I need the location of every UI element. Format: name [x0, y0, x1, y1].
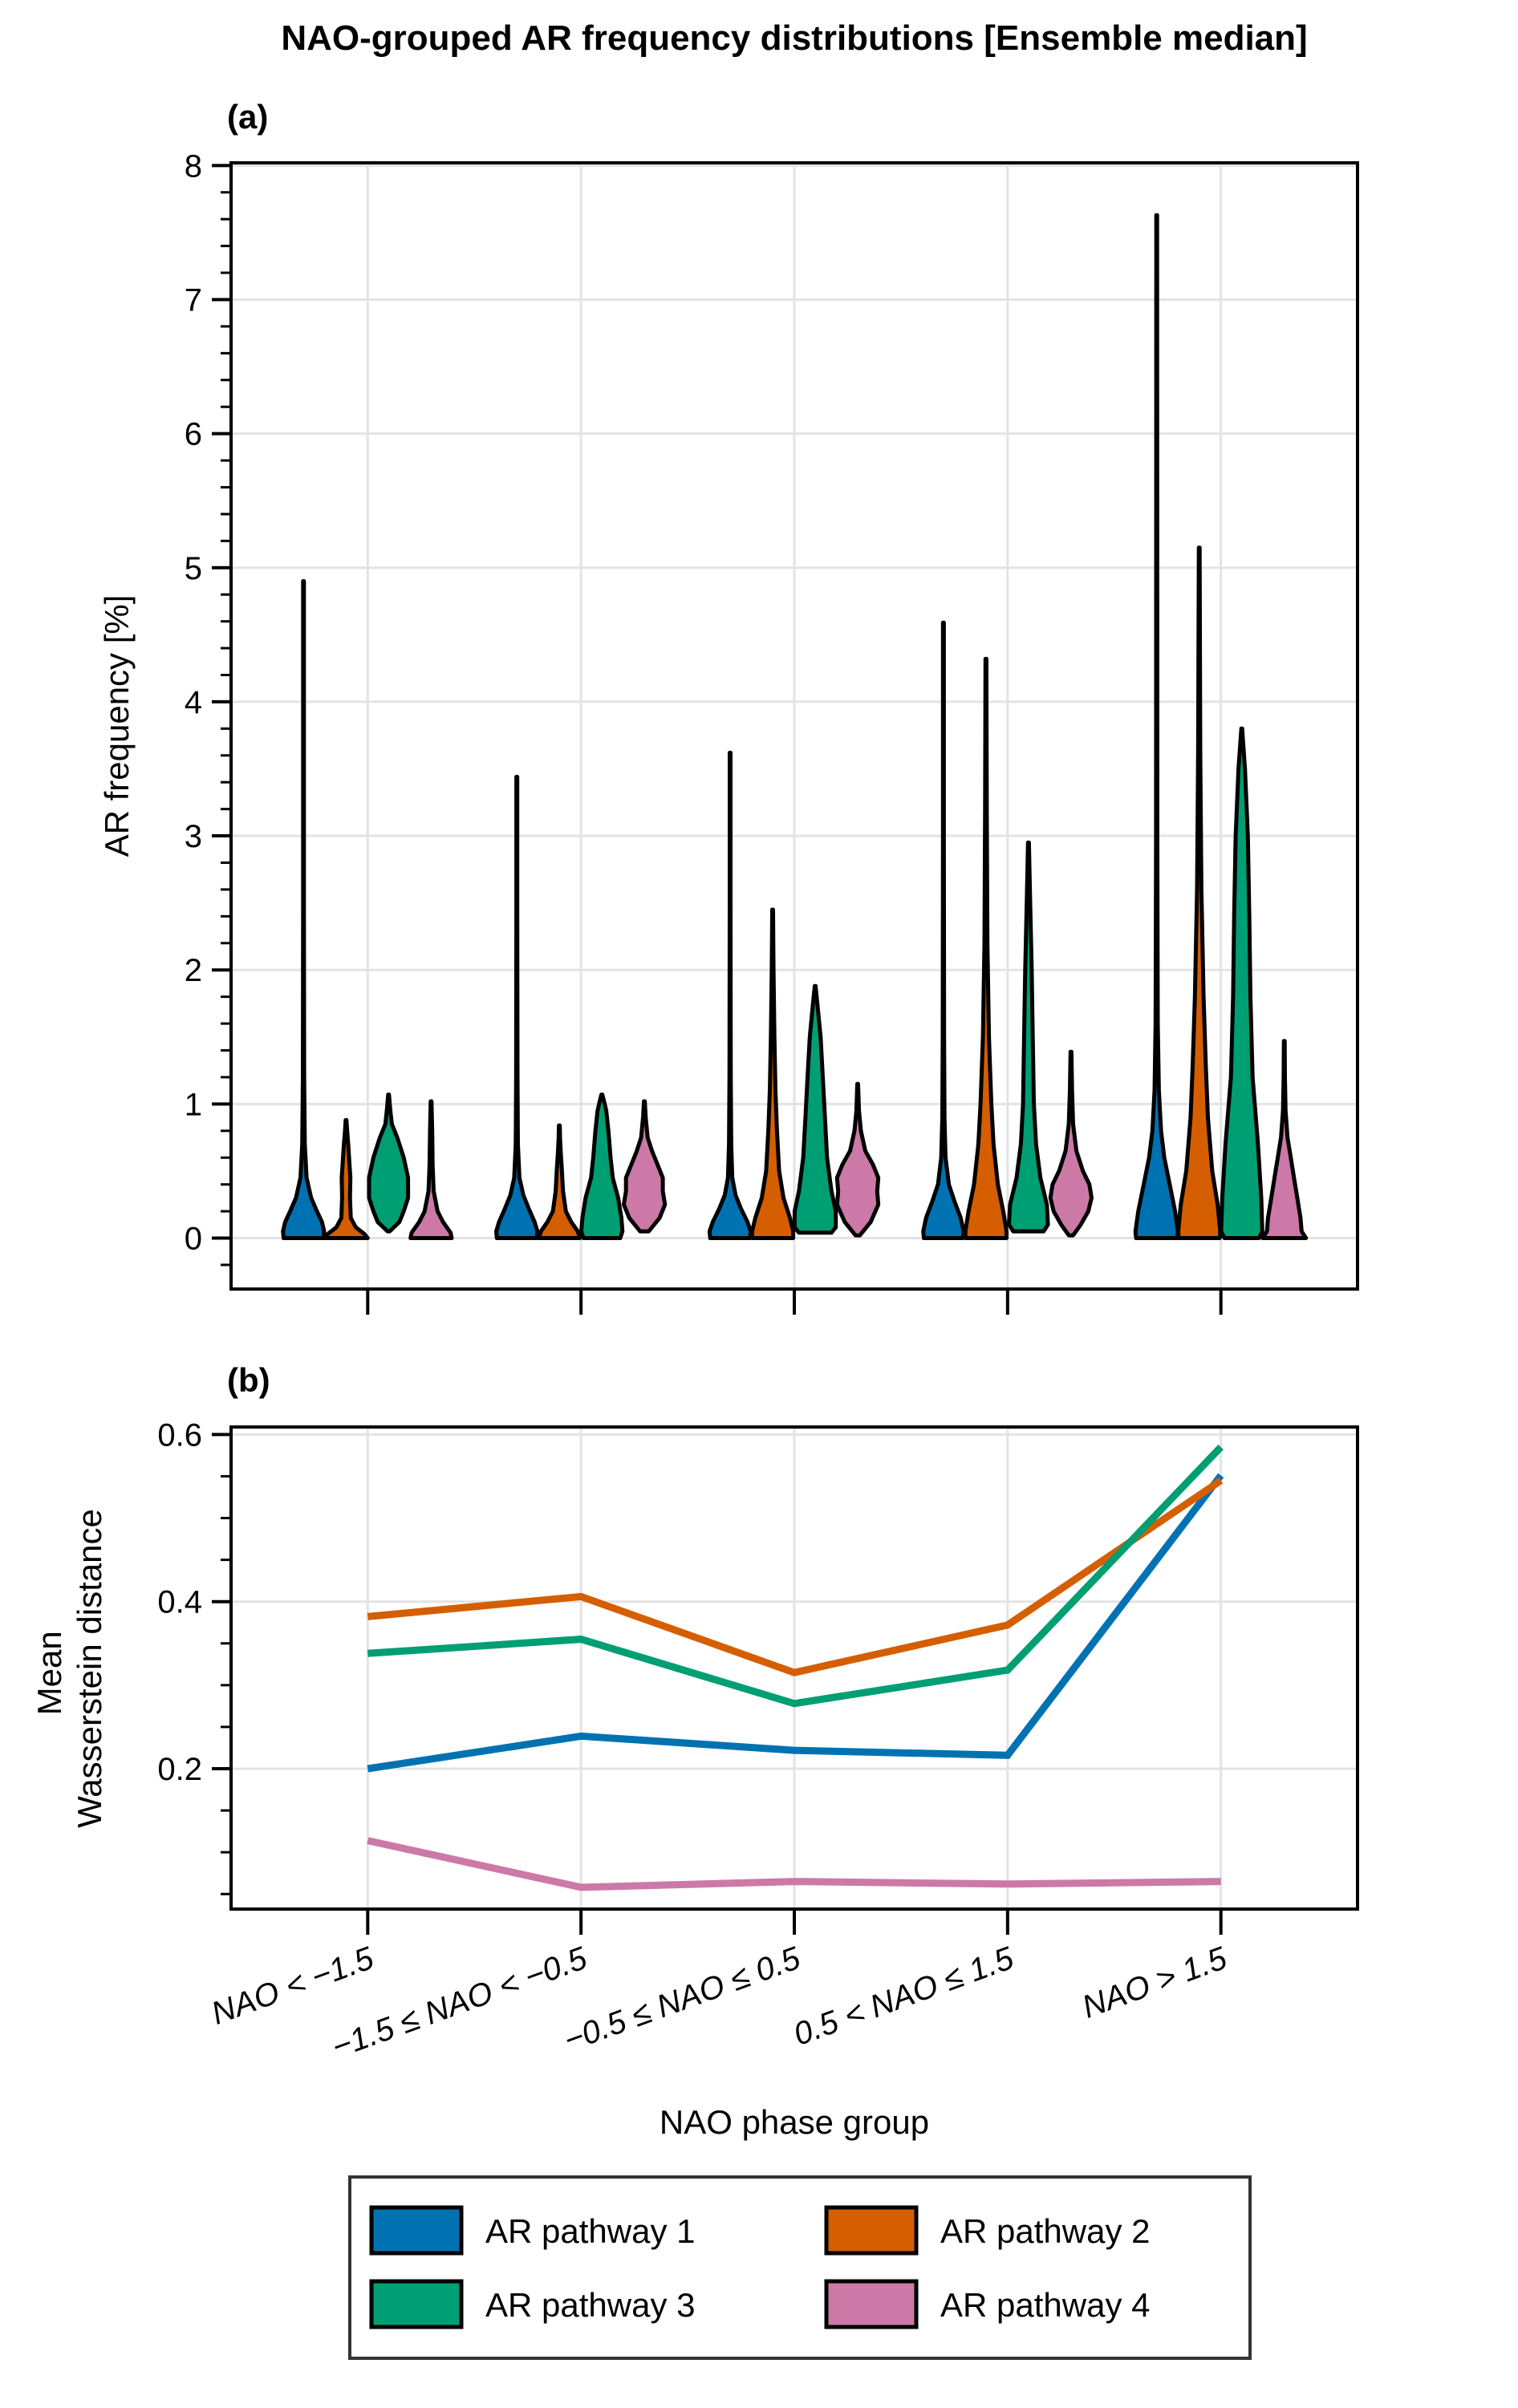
violin-4-group-2 — [622, 1099, 668, 1234]
panel-b-lines — [367, 1444, 1224, 1891]
panel-a: (a) 0 1 2 3 4 5 6 7 8 AR frequency [%] — [98, 98, 1359, 1315]
panel-b-y-tick-label: 0.4 — [157, 1585, 202, 1620]
violin-1-group-1 — [281, 579, 327, 1240]
violin-1-group-4 — [921, 620, 966, 1240]
panel-a-y-tick-label: 8 — [185, 148, 202, 184]
line-ar-pathway-2 — [367, 1477, 1224, 1676]
violin-3-group-2 — [579, 1093, 625, 1240]
panel-a-label: (a) — [227, 98, 268, 136]
violin-2-group-5 — [1176, 545, 1223, 1240]
panel-b-x-ticks — [366, 1909, 1223, 1935]
panel-b-y-tick-label: 0.2 — [157, 1752, 202, 1787]
panel-b-x-tick-label: NAO < −1.5 — [207, 1940, 379, 2032]
violin-4-group-5 — [1260, 1039, 1309, 1240]
line-ar-pathway-1 — [367, 1473, 1224, 1773]
violin-1-group-2 — [494, 775, 540, 1240]
line-ar-pathway-4 — [367, 1837, 1221, 1891]
panel-b-y-axis-label: Mean Wasserstein distance — [30, 1509, 108, 1828]
panel-a-y-tick-label: 2 — [185, 953, 202, 988]
panel-a-y-tick-label: 1 — [185, 1087, 202, 1122]
panel-a-grid — [231, 163, 1358, 1289]
violin-4-group-3 — [834, 1081, 881, 1238]
panel-a-y-tick-label: 7 — [185, 282, 202, 318]
panel-b-label: (b) — [227, 1361, 270, 1399]
legend-swatch-ar-pathway-1 — [369, 2205, 464, 2256]
legend-swatch-ar-pathway-3 — [369, 2279, 464, 2329]
violin-3-group-5 — [1219, 726, 1264, 1240]
figure-title: NAO-grouped AR frequency distributions [… — [281, 18, 1307, 58]
panel-b-y-ticks: 0.2 0.4 0.6 — [157, 1417, 231, 1895]
legend-label-ar-pathway-4: AR pathway 4 — [940, 2286, 1150, 2324]
violin-1-group-3 — [707, 750, 753, 1240]
panel-b-y-tick-label: 0.6 — [157, 1417, 202, 1453]
panel-b-y-axis-label-line-1: Mean — [30, 1631, 68, 1715]
violin-2-group-2 — [537, 1123, 582, 1240]
violin-2-group-4 — [963, 656, 1009, 1240]
legend: AR pathway 1 AR pathway 2 AR pathway 3 AR p… — [348, 2175, 1252, 2360]
legend-label-ar-pathway-3: AR pathway 3 — [485, 2286, 695, 2324]
violin-4-group-1 — [408, 1099, 454, 1240]
legend-label-ar-pathway-2: AR pathway 2 — [940, 2212, 1150, 2250]
panel-a-x-ticks — [366, 1289, 1223, 1315]
panel-b-x-tick-label: NAO > 1.5 — [1078, 1940, 1232, 2025]
legend-swatch-ar-pathway-4 — [824, 2279, 919, 2329]
violin-4-group-4 — [1048, 1049, 1094, 1238]
violin-3-group-1 — [367, 1093, 411, 1234]
legend-label-ar-pathway-1: AR pathway 1 — [485, 2212, 695, 2250]
panel-b-y-axis-label-line-2: Wasserstein distance — [71, 1509, 108, 1828]
panel-b-x-tick-label: −0.5 ≤ NAO ≤ 0.5 — [559, 1940, 806, 2058]
panel-a-y-tick-label: 3 — [185, 819, 202, 854]
legend-frame — [348, 2175, 1252, 2360]
violin-3-group-4 — [1007, 840, 1050, 1234]
panel-b-grid — [231, 1427, 1358, 1909]
line-ar-pathway-3 — [367, 1444, 1224, 1708]
panel-a-y-tick-label: 5 — [185, 551, 202, 586]
panel-b-x-tick-label: 0.5 < NAO ≤ 1.5 — [789, 1940, 1019, 2053]
panel-a-violins — [281, 213, 1309, 1240]
violin-3-group-3 — [792, 983, 838, 1235]
panel-a-y-tick-label: 0 — [185, 1221, 202, 1256]
panel-b-x-tick-labels: NAO < −1.5−1.5 ≤ NAO < −0.5−0.5 ≤ NAO ≤ … — [207, 1940, 1232, 2065]
panel-a-y-axis-label: AR frequency [%] — [98, 595, 136, 857]
panel-a-y-ticks: 0 1 2 3 4 5 6 7 8 — [185, 148, 231, 1267]
panel-a-y-tick-label: 4 — [185, 685, 202, 720]
violin-2-group-3 — [749, 907, 796, 1240]
violin-1-group-5 — [1133, 213, 1180, 1240]
legend-swatch-ar-pathway-2 — [824, 2205, 919, 2256]
panel-b-x-axis-label: NAO phase group — [660, 2103, 929, 2141]
panel-a-y-tick-label: 6 — [185, 417, 202, 452]
panel-b: (b) 0.20.40.6 Mean Wasserstein distance … — [30, 1361, 1359, 2141]
violin-2-group-1 — [322, 1117, 370, 1240]
